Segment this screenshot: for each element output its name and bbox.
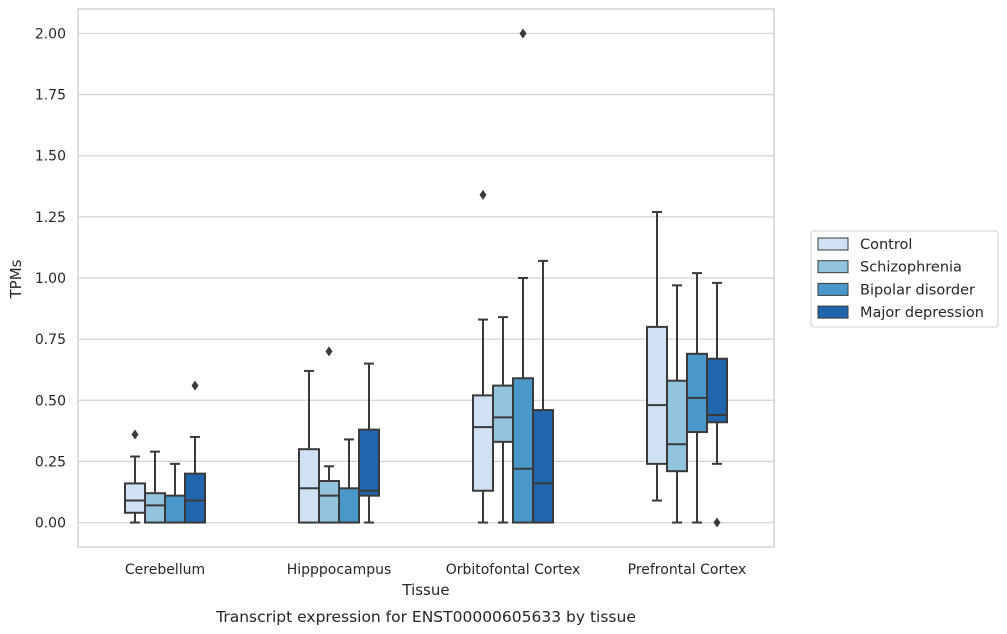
legend-swatch xyxy=(817,305,849,319)
x-axis-ticks: Cerebellum Hipppocampus Orbitofontal Corte… xyxy=(125,562,746,578)
box-group xyxy=(666,284,688,524)
y-tick-label: 0.50 xyxy=(35,393,66,409)
x-tick-label: Cerebellum xyxy=(125,562,205,578)
box-group xyxy=(512,28,534,524)
box-group xyxy=(358,362,380,524)
legend-frame xyxy=(810,230,999,328)
outlier-point xyxy=(131,429,139,440)
box-group xyxy=(686,272,708,524)
outlier-point xyxy=(519,28,527,39)
box-group xyxy=(338,438,360,524)
y-axis-title: TPMs xyxy=(7,259,25,299)
box xyxy=(706,357,728,424)
legend-label: Control xyxy=(860,237,912,253)
legend-item: Bipolar disorder xyxy=(817,282,975,298)
y-tick-label: 0.25 xyxy=(35,454,66,470)
y-tick-label: 0.00 xyxy=(35,516,66,532)
box xyxy=(666,379,688,473)
legend-item: Major depression xyxy=(817,305,984,321)
box xyxy=(144,492,166,524)
y-tick-label: 1.25 xyxy=(35,210,66,226)
box xyxy=(472,394,494,492)
box xyxy=(164,494,186,524)
box-group xyxy=(318,346,340,524)
legend: Control Schizophrenia Bipolar disorder Majo… xyxy=(810,230,999,328)
y-tick-label: 1.00 xyxy=(35,271,66,287)
x-tick-label: Prefrontal Cortex xyxy=(628,562,747,578)
legend-label: Major depression xyxy=(860,305,984,321)
x-tick-label: Orbitofontal Cortex xyxy=(446,562,581,578)
legend-label: Bipolar disorder xyxy=(860,282,975,298)
outlier-point xyxy=(713,517,721,528)
box xyxy=(686,352,708,434)
box-group xyxy=(472,189,494,524)
box xyxy=(646,325,668,465)
box xyxy=(358,428,380,497)
box xyxy=(184,472,206,524)
box xyxy=(492,384,514,443)
outlier-point xyxy=(479,189,487,200)
box-group xyxy=(532,259,554,524)
box xyxy=(318,479,340,524)
legend-item: Schizophrenia xyxy=(817,260,962,276)
legend-item: Control xyxy=(817,237,912,253)
legend-swatch xyxy=(817,282,849,296)
legend-label: Schizophrenia xyxy=(860,260,962,276)
y-tick-label: 1.50 xyxy=(35,149,66,165)
box-group xyxy=(706,281,728,528)
box xyxy=(532,409,554,524)
box-group xyxy=(144,450,166,524)
y-tick-label: 1.75 xyxy=(35,88,66,104)
x-tick-label: Hipppocampus xyxy=(287,562,392,578)
x-axis-title: Tissue xyxy=(401,581,449,599)
y-tick-label: 2.00 xyxy=(35,26,66,42)
box-group xyxy=(298,369,320,524)
chart-caption: Transcript expression for ENST0000060563… xyxy=(215,608,636,626)
legend-swatch xyxy=(817,237,849,251)
outlier-point xyxy=(191,380,199,391)
box xyxy=(298,448,320,524)
box xyxy=(512,377,534,524)
box-groups xyxy=(124,28,728,528)
plot-area-frame xyxy=(77,8,775,548)
box xyxy=(338,487,360,524)
outlier-point xyxy=(325,346,333,357)
box-group xyxy=(184,380,206,524)
y-tick-label: 0.75 xyxy=(35,332,66,348)
box xyxy=(124,482,146,514)
legend-swatch xyxy=(817,260,849,274)
y-axis-ticks: 0.00 0.25 0.50 0.75 1.00 1.25 1.50 1.75 2.00 xyxy=(35,26,66,531)
